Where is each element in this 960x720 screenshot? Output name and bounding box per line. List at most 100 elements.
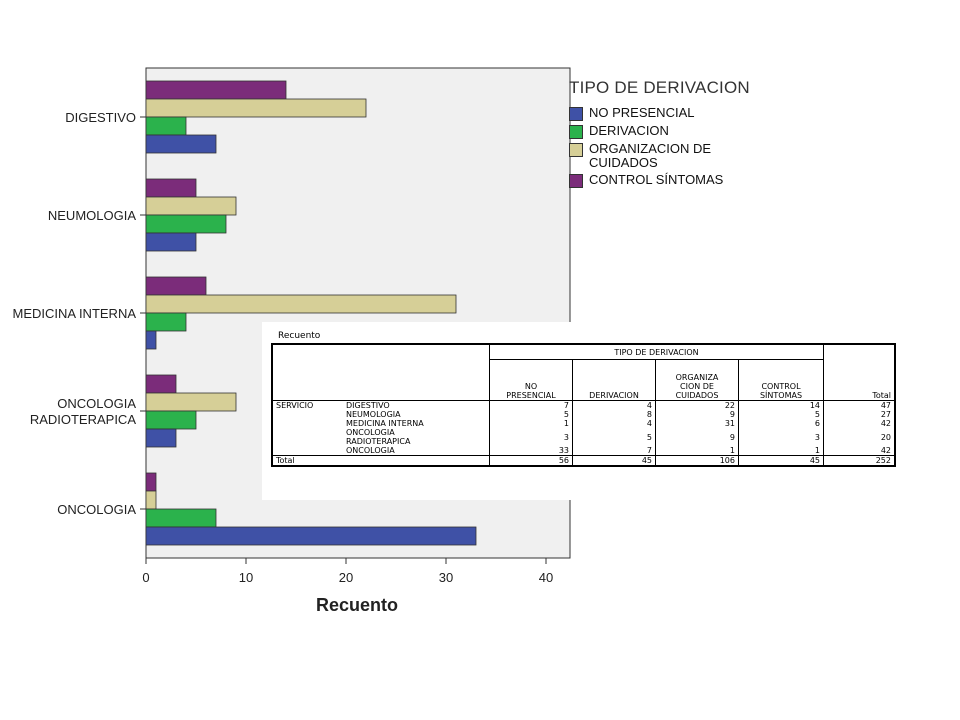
legend-label: NO PRESENCIAL <box>589 105 695 120</box>
bar <box>145 134 217 154</box>
bar <box>145 472 157 492</box>
bar <box>145 392 237 412</box>
table-total-cell: 106 <box>655 455 739 466</box>
table-cell: 5 <box>489 410 573 419</box>
table-cell: 22 <box>655 400 739 410</box>
legend-item: CONTROL SÍNTOMAS <box>569 173 769 188</box>
x-axis-title: Recuento <box>316 595 398 615</box>
table-cell: 1 <box>489 419 573 428</box>
x-tick-label: 20 <box>339 570 353 585</box>
table-row-group: SERVICIO <box>276 401 314 410</box>
y-tick-label: ONCOLOGIA <box>57 502 136 517</box>
bar <box>145 80 287 100</box>
table-row-label: ONCOLOGIA RADIOTERAPICA <box>343 428 490 446</box>
table-column-header: DERIVACION <box>572 359 656 401</box>
legend-swatch <box>569 107 583 121</box>
bar <box>145 330 157 350</box>
bar <box>145 410 197 430</box>
bar <box>145 428 177 448</box>
y-tick-label: DIGESTIVO <box>65 110 136 125</box>
bar <box>145 374 177 394</box>
legend-item: ORGANIZACION DE CUIDADOS <box>569 142 769 170</box>
bar <box>145 508 217 528</box>
table-cell: 5 <box>738 410 824 419</box>
table-cell: 42 <box>880 446 891 455</box>
legend-item: DERIVACION <box>569 124 769 139</box>
table-cell: 20 <box>880 432 891 442</box>
table-total-cell: 252 <box>823 455 895 466</box>
bar <box>145 98 367 118</box>
table-cell: 3 <box>489 428 573 446</box>
x-axis: 0 10 20 30 40 <box>142 558 553 585</box>
table-total-row: Total 56 45 106 45 252 <box>272 455 895 466</box>
table-row-label: ONCOLOGIA <box>343 446 490 456</box>
table-row-label: MEDICINA INTERNA <box>343 419 490 428</box>
bars-group <box>145 80 477 546</box>
bar <box>145 116 187 136</box>
legend-swatch <box>569 125 583 139</box>
table-caption: Recuento <box>278 331 321 341</box>
y-axis: DIGESTIVO NEUMOLOGIA MEDICINA INTERNA ONCOL… <box>12 110 146 517</box>
table-column-group: TIPO DE DERIVACION <box>489 344 824 360</box>
table-cell: 7 <box>489 400 573 410</box>
table-row: NEUMOLOGIA 5 8 9 5 27 <box>272 410 895 419</box>
bar <box>145 294 457 314</box>
bar <box>145 312 187 332</box>
y-tick-label: ONCOLOGIA RADIOTERAPICA <box>30 396 137 427</box>
legend-item: NO PRESENCIAL <box>569 106 769 121</box>
table-cell: 9 <box>655 410 739 419</box>
table-cell: 33 <box>489 446 573 456</box>
legend-swatch <box>569 174 583 188</box>
x-tick-label: 0 <box>142 570 149 585</box>
legend-title: TIPO DE DERIVACION <box>569 78 750 97</box>
table-cell: 4 <box>572 400 656 410</box>
table-cell: 6 <box>738 419 824 428</box>
legend-swatch <box>569 143 583 157</box>
table-row: MEDICINA INTERNA 1 4 31 6 42 <box>272 419 895 428</box>
table-row: SERVICIO DIGESTIVO 7 4 22 14 47 <box>272 400 895 410</box>
table-cell: 3 <box>738 428 824 446</box>
legend-items: NO PRESENCIAL DERIVACION ORGANIZACION DE C… <box>569 106 769 188</box>
table-cell: 1 <box>655 446 739 456</box>
bar <box>145 276 207 296</box>
table-total-cell: 45 <box>572 455 656 466</box>
table-cell: 8 <box>572 410 656 419</box>
bar <box>145 526 477 546</box>
bar <box>145 178 197 198</box>
x-tick-label: 40 <box>539 570 553 585</box>
table-total-header: Total <box>823 344 895 401</box>
legend-label: DERIVACION <box>589 123 669 138</box>
table-cell: 47 <box>880 401 891 410</box>
bar <box>145 232 197 252</box>
bar <box>145 490 157 510</box>
table-cell: 14 <box>738 400 824 410</box>
table-column-header: ORGANIZA CION DE CUIDADOS <box>655 359 739 401</box>
table-cell: 5 <box>572 428 656 446</box>
table-total-cell: 56 <box>489 455 573 466</box>
legend-label: CONTROL SÍNTOMAS <box>589 172 724 187</box>
table-column-header: NO PRESENCIAL <box>489 359 573 401</box>
table-row: ONCOLOGIA 33 7 1 1 42 <box>272 446 895 456</box>
table-total-label: Total <box>272 455 490 466</box>
table-cell: 42 <box>880 419 891 428</box>
table-cell: 27 <box>880 410 891 419</box>
x-tick-label: 30 <box>439 570 453 585</box>
table-row-label: NEUMOLOGIA <box>343 410 490 419</box>
table-cell: 31 <box>655 419 739 428</box>
table-cell: 1 <box>738 446 824 456</box>
legend-label: ORGANIZACION DE CUIDADOS <box>589 141 712 170</box>
bar <box>145 196 237 216</box>
table-row-label: DIGESTIVO <box>343 400 490 410</box>
y-tick-label: MEDICINA INTERNA <box>12 306 136 321</box>
table-cell: 4 <box>572 419 656 428</box>
table-corner <box>272 344 490 401</box>
crosstab-table: TIPO DE DERIVACION Total NO PRESENCIAL DERIV… <box>271 343 896 467</box>
table-total-cell: 45 <box>738 455 824 466</box>
x-tick-label: 10 <box>239 570 253 585</box>
table-row: ONCOLOGIA RADIOTERAPICA 3 5 9 3 20 <box>272 428 895 446</box>
table-cell: 7 <box>572 446 656 456</box>
table-cell: 9 <box>655 428 739 446</box>
bar <box>145 214 227 234</box>
legend: TIPO DE DERIVACION NO PRESENCIAL DERIVACI… <box>569 78 769 191</box>
table-column-header: CONTROL SÍNTOMAS <box>738 359 824 401</box>
